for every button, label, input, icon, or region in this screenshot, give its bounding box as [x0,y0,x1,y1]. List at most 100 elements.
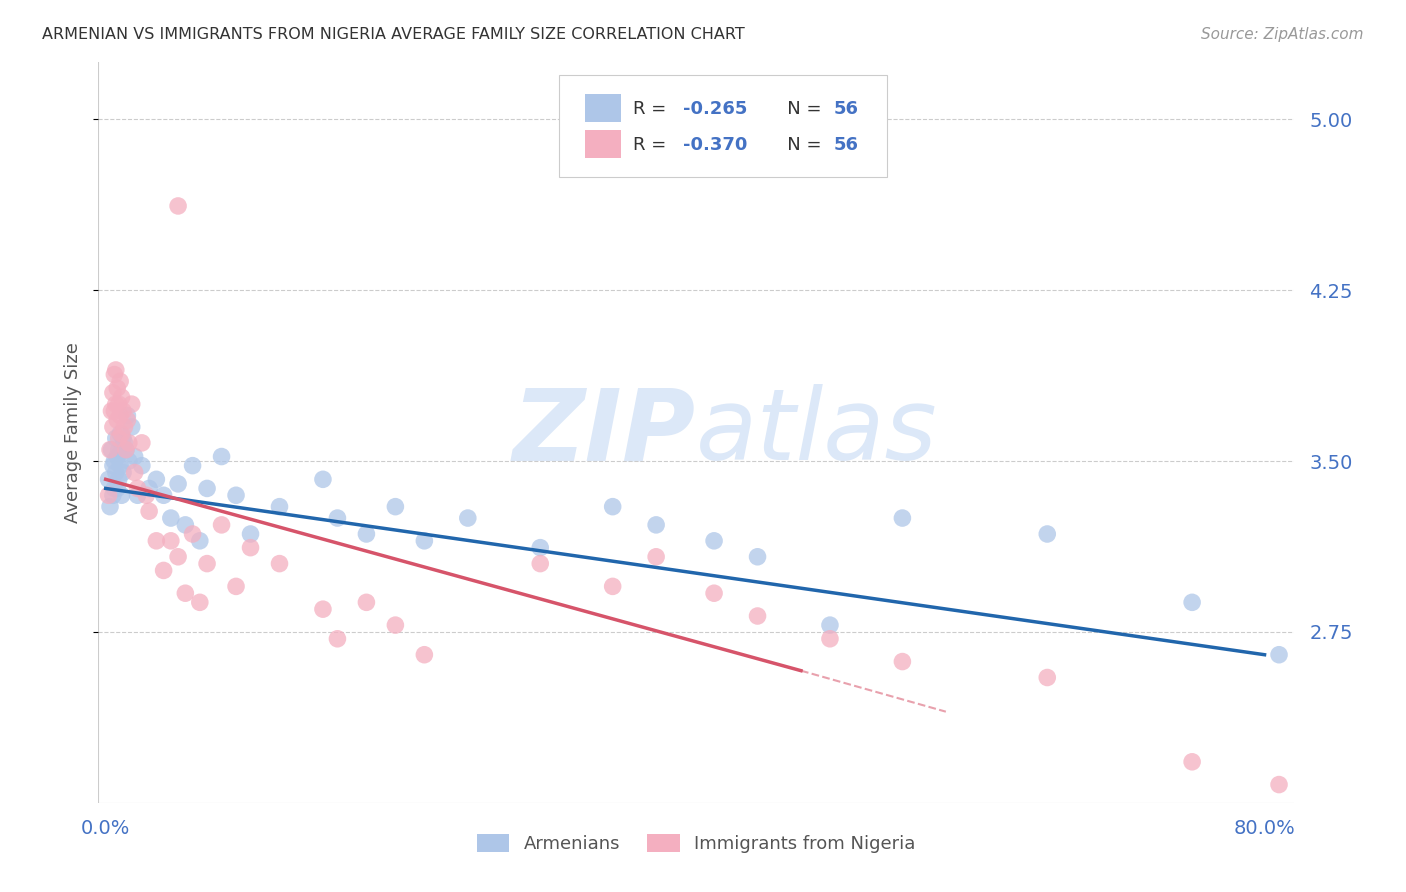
Point [114,420,136,434]
Point [195,557,218,571]
Y-axis label: Average Family Size: Average Family Size [65,343,83,523]
Point [160,533,183,548]
Point [131,435,153,450]
Point [384,500,406,514]
Point [891,511,914,525]
Text: N =: N = [770,100,827,118]
Point [457,511,479,525]
Point [167,549,190,564]
Point [105,482,128,496]
Point [312,602,335,616]
Point [211,517,233,532]
Point [108,458,131,473]
Legend: Armenians, Immigrants from Nigeria: Armenians, Immigrants from Nigeria [470,827,922,861]
Point [108,375,131,389]
Point [110,426,132,441]
Point [239,541,262,555]
Point [326,511,349,525]
Point [269,557,291,571]
Point [100,442,122,457]
Point [1268,778,1291,792]
Point [101,420,124,434]
Point [356,527,378,541]
Text: -0.265: -0.265 [683,100,747,118]
Point [174,517,197,532]
Point [107,442,129,457]
Point [110,442,132,457]
Point [167,199,190,213]
Point [101,385,124,400]
FancyBboxPatch shape [558,75,887,178]
Point [105,413,128,427]
Point [127,488,149,502]
Point [103,454,125,468]
Point [101,488,124,502]
Point [188,595,211,609]
Point [312,472,335,486]
Point [103,368,125,382]
Point [747,549,769,564]
Point [1181,755,1204,769]
Point [384,618,406,632]
Point [174,586,197,600]
Point [160,511,183,525]
Point [703,586,725,600]
Point [105,381,128,395]
Point [181,458,204,473]
Point [138,504,160,518]
Point [188,533,211,548]
Point [356,595,378,609]
Point [413,533,436,548]
Point [211,450,233,464]
Point [529,557,551,571]
Point [1036,527,1059,541]
Point [104,466,127,480]
Point [97,472,120,486]
Point [1036,671,1059,685]
Point [326,632,349,646]
Point [167,476,190,491]
Point [138,482,160,496]
Point [98,442,121,457]
Text: 56: 56 [834,136,859,153]
Point [112,404,135,418]
Bar [585,95,620,122]
Point [112,431,135,445]
Text: ARMENIAN VS IMMIGRANTS FROM NIGERIA AVERAGE FAMILY SIZE CORRELATION CHART: ARMENIAN VS IMMIGRANTS FROM NIGERIA AVER… [42,27,745,42]
Point [225,488,247,502]
Point [152,488,174,502]
Point [118,435,141,450]
Point [107,431,129,445]
Point [117,413,139,427]
Point [181,527,204,541]
Text: ZIP: ZIP [513,384,696,481]
Point [110,390,132,404]
Point [529,541,551,555]
Point [131,458,153,473]
Point [118,454,141,468]
Point [101,458,124,473]
Text: R =: R = [633,136,672,153]
Point [105,450,128,464]
Point [121,397,143,411]
Point [1181,595,1204,609]
Point [145,472,167,486]
Point [225,579,247,593]
Point [110,488,132,502]
Text: atlas: atlas [696,384,938,481]
Point [117,409,139,423]
Point [602,500,624,514]
Point [135,488,157,502]
Point [818,618,841,632]
Point [121,420,143,434]
Point [891,655,914,669]
Point [127,482,149,496]
Point [145,533,167,548]
Text: -0.370: -0.370 [683,136,747,153]
Text: N =: N = [770,136,827,153]
Point [703,533,725,548]
Point [269,500,291,514]
Point [645,517,668,532]
Text: Source: ZipAtlas.com: Source: ZipAtlas.com [1201,27,1364,42]
Point [112,466,135,480]
